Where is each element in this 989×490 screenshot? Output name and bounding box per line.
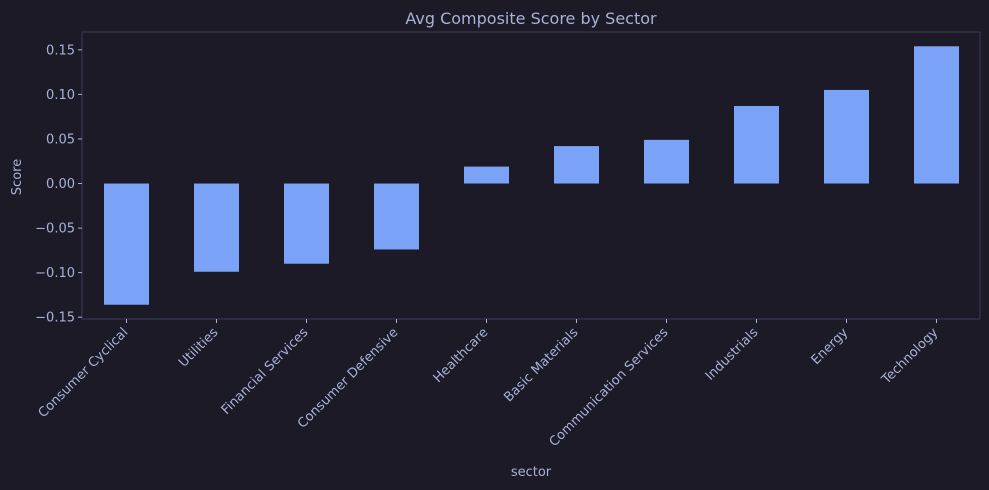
bar (464, 166, 509, 184)
y-tick-label: −0.15 (35, 311, 75, 326)
y-axis: −0.15 −0.10 −0.05 0.00 0.05 0.10 0.15 (35, 43, 82, 326)
x-tick-label: Technology (879, 325, 942, 388)
bar (644, 139, 689, 184)
bar (374, 183, 419, 250)
y-tick-label: −0.05 (35, 222, 75, 237)
plot-area (81, 31, 981, 320)
bar (554, 146, 599, 184)
y-tick-label: −0.10 (35, 266, 75, 281)
bar (284, 183, 329, 264)
y-tick-label: 0.00 (46, 177, 75, 192)
x-tick-label: Industrials (703, 325, 762, 384)
x-tick-label: Healthcare (431, 325, 492, 386)
x-tick-label: Financial Services (219, 325, 312, 418)
chart-title: Avg Composite Score by Sector (405, 9, 657, 28)
bar (914, 46, 959, 184)
y-tick-label: 0.15 (46, 43, 75, 58)
bar-series (104, 46, 959, 305)
bar (824, 89, 869, 184)
bar (194, 183, 239, 272)
y-tick-label: 0.10 (46, 88, 75, 103)
bar (734, 105, 779, 184)
bar (104, 183, 149, 305)
x-tick-label: Energy (809, 325, 852, 368)
x-tick-label: Consumer Defensive (295, 325, 401, 431)
x-tick-label: Consumer Cyclical (36, 325, 132, 421)
x-tick-label: Utilities (176, 325, 221, 370)
y-tick-label: 0.05 (46, 132, 75, 147)
x-tick-label: Basic Materials (501, 325, 581, 405)
y-axis-label: Score (10, 159, 25, 195)
x-axis-label: sector (511, 465, 552, 480)
